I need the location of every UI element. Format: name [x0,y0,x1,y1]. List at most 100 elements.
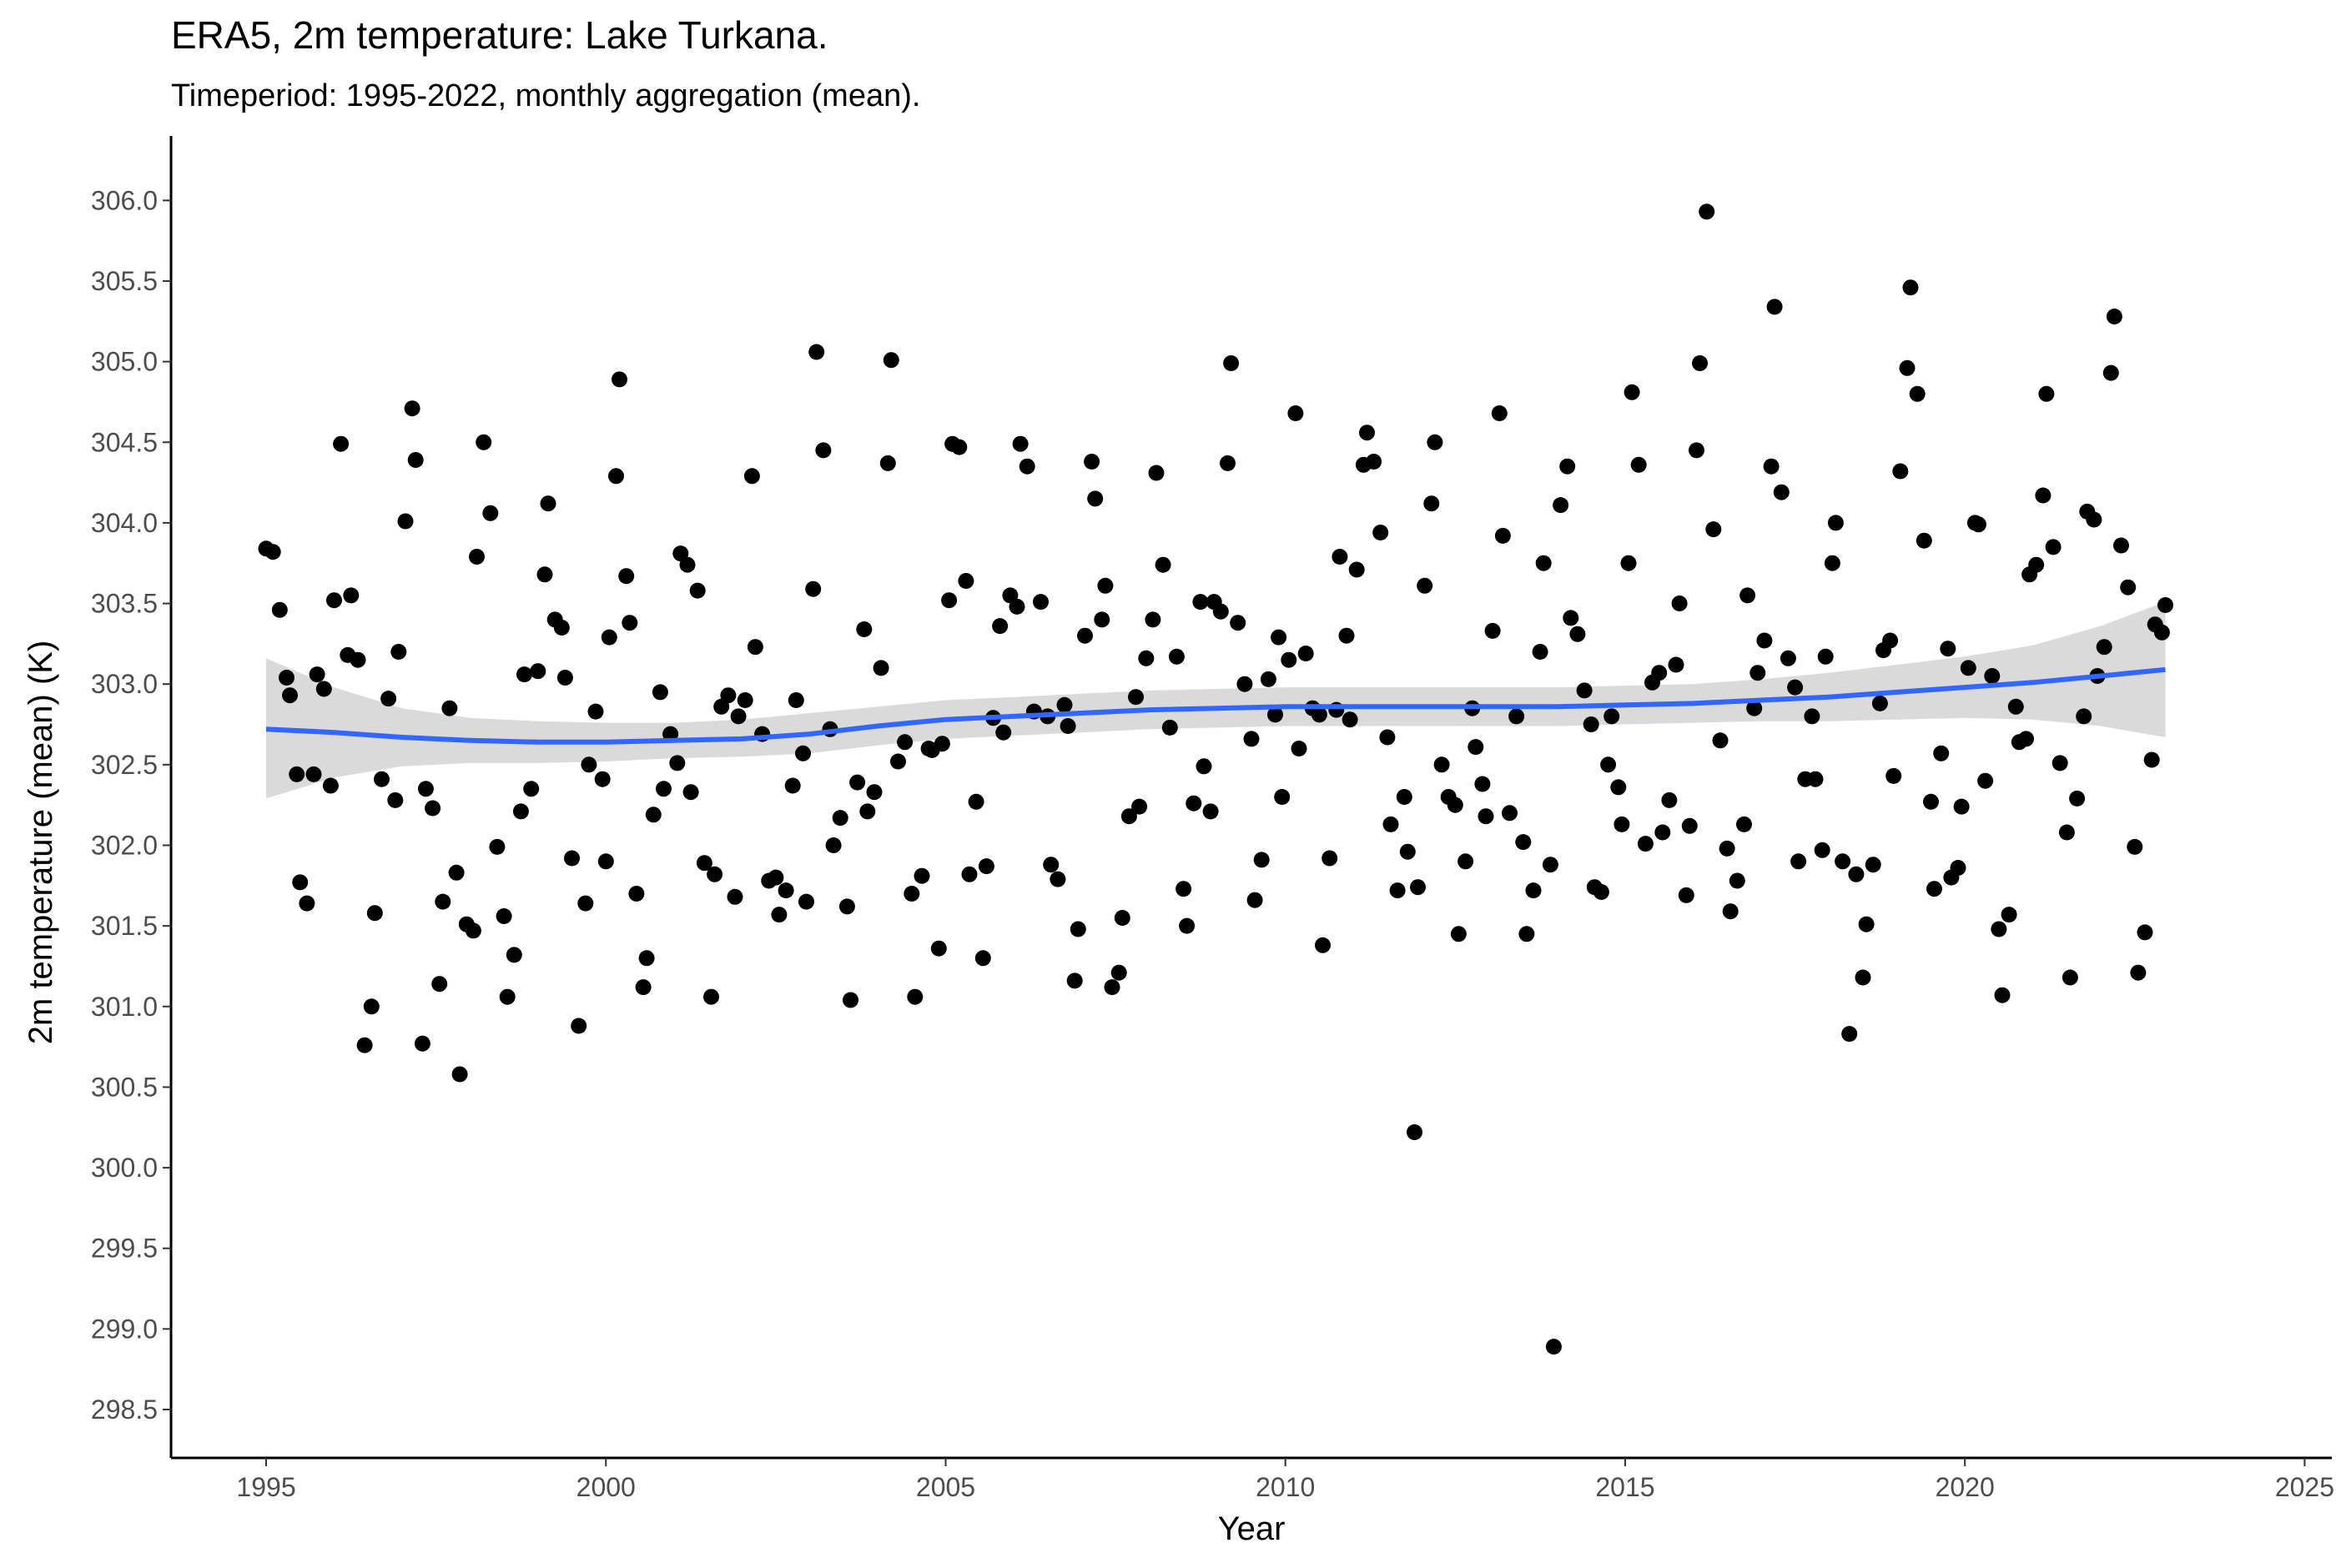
data-point [1569,626,1586,642]
data-point [1651,665,1668,681]
data-point [451,1066,468,1083]
data-point [747,639,763,656]
data-point [1433,756,1450,773]
data-point [1766,299,1783,315]
data-point [628,886,645,902]
data-point [890,753,906,770]
data-point [608,468,624,485]
data-point [1960,660,1976,676]
y-tick-label: 300.5 [91,1072,158,1102]
data-point [1291,741,1307,756]
data-point [1705,521,1722,538]
data-point [1179,917,1196,934]
data-point [1311,706,1327,723]
data-point [1097,577,1114,594]
data-point [1128,689,1144,706]
data-point [1145,611,1161,628]
data-point [1322,850,1338,867]
x-tick-label: 2015 [1595,1472,1654,1502]
data-point [407,452,424,468]
data-point [1780,650,1796,666]
data-point [289,766,305,782]
trend-line [265,666,2166,745]
data-point [1084,454,1100,470]
y-tick-label: 304.5 [91,427,158,457]
data-point [1410,879,1426,896]
data-point [1196,758,1212,775]
data-point [499,988,516,1005]
x-tick-label: 2010 [1256,1472,1315,1502]
data-point [1739,587,1756,604]
data-point [1885,767,1902,784]
data-point [730,708,747,725]
data-point [1407,1124,1422,1140]
data-point [343,587,360,604]
data-point [333,435,350,452]
data-point [1148,465,1165,481]
data-point [873,660,889,676]
data-point [2120,579,2137,596]
data-point [930,940,947,957]
data-point [1033,594,1049,611]
data-point [1773,484,1790,500]
data-point [1600,756,1617,773]
data-point [1423,495,1440,512]
data-point [1043,857,1060,873]
data-point [564,850,580,867]
data-point [1359,425,1375,441]
data-points-layer [258,204,2173,1355]
data-point [1077,627,1093,644]
data-point [1087,490,1104,507]
data-point [1220,455,1236,471]
data-point [1953,798,1970,815]
data-point [2051,755,2068,771]
y-tick-label: 302.5 [91,750,158,780]
data-point [1212,603,1229,620]
data-point [838,898,855,915]
data-point [390,644,407,660]
data-point [506,947,522,963]
data-point [496,908,512,924]
data-point [2113,537,2129,554]
data-point [1491,405,1508,421]
data-point [1804,708,1820,725]
data-point [556,670,573,686]
data-point [1518,926,1535,942]
data-point [1892,463,1909,480]
data-point [1223,355,1240,371]
data-point [1994,987,2011,1003]
data-point [1009,598,1025,615]
data-point [1338,627,1355,644]
data-point [1620,555,1637,571]
data-point [720,687,737,704]
data-point [1736,816,1752,832]
data-point [1094,611,1110,628]
data-point [1110,964,1127,981]
data-point [1192,594,1209,611]
data-point [476,434,492,450]
data-point [431,976,448,993]
data-point [904,886,920,902]
data-point [1267,706,1283,723]
data-point [1940,641,1956,657]
y-tick-label: 306.0 [91,185,158,215]
data-point [1348,561,1365,578]
data-point [859,803,876,820]
data-point [1366,454,1382,470]
data-point [815,442,832,459]
data-point [581,756,597,773]
data-point [968,793,984,810]
axes-layer: 298.5 299.0 299.5 300.0 300.5 301.0 301.5 302.0… [91,136,2334,1502]
data-point [2045,539,2062,555]
data-point [978,858,994,875]
data-point [689,582,706,599]
data-point [1858,916,1875,932]
data-point [1114,910,1130,926]
data-point [1902,279,1919,296]
data-point [1971,516,1986,533]
data-point [1287,405,1304,421]
data-point [1070,921,1086,937]
data-point [1396,789,1412,805]
data-point [808,344,825,360]
confidence-band [266,601,2166,799]
